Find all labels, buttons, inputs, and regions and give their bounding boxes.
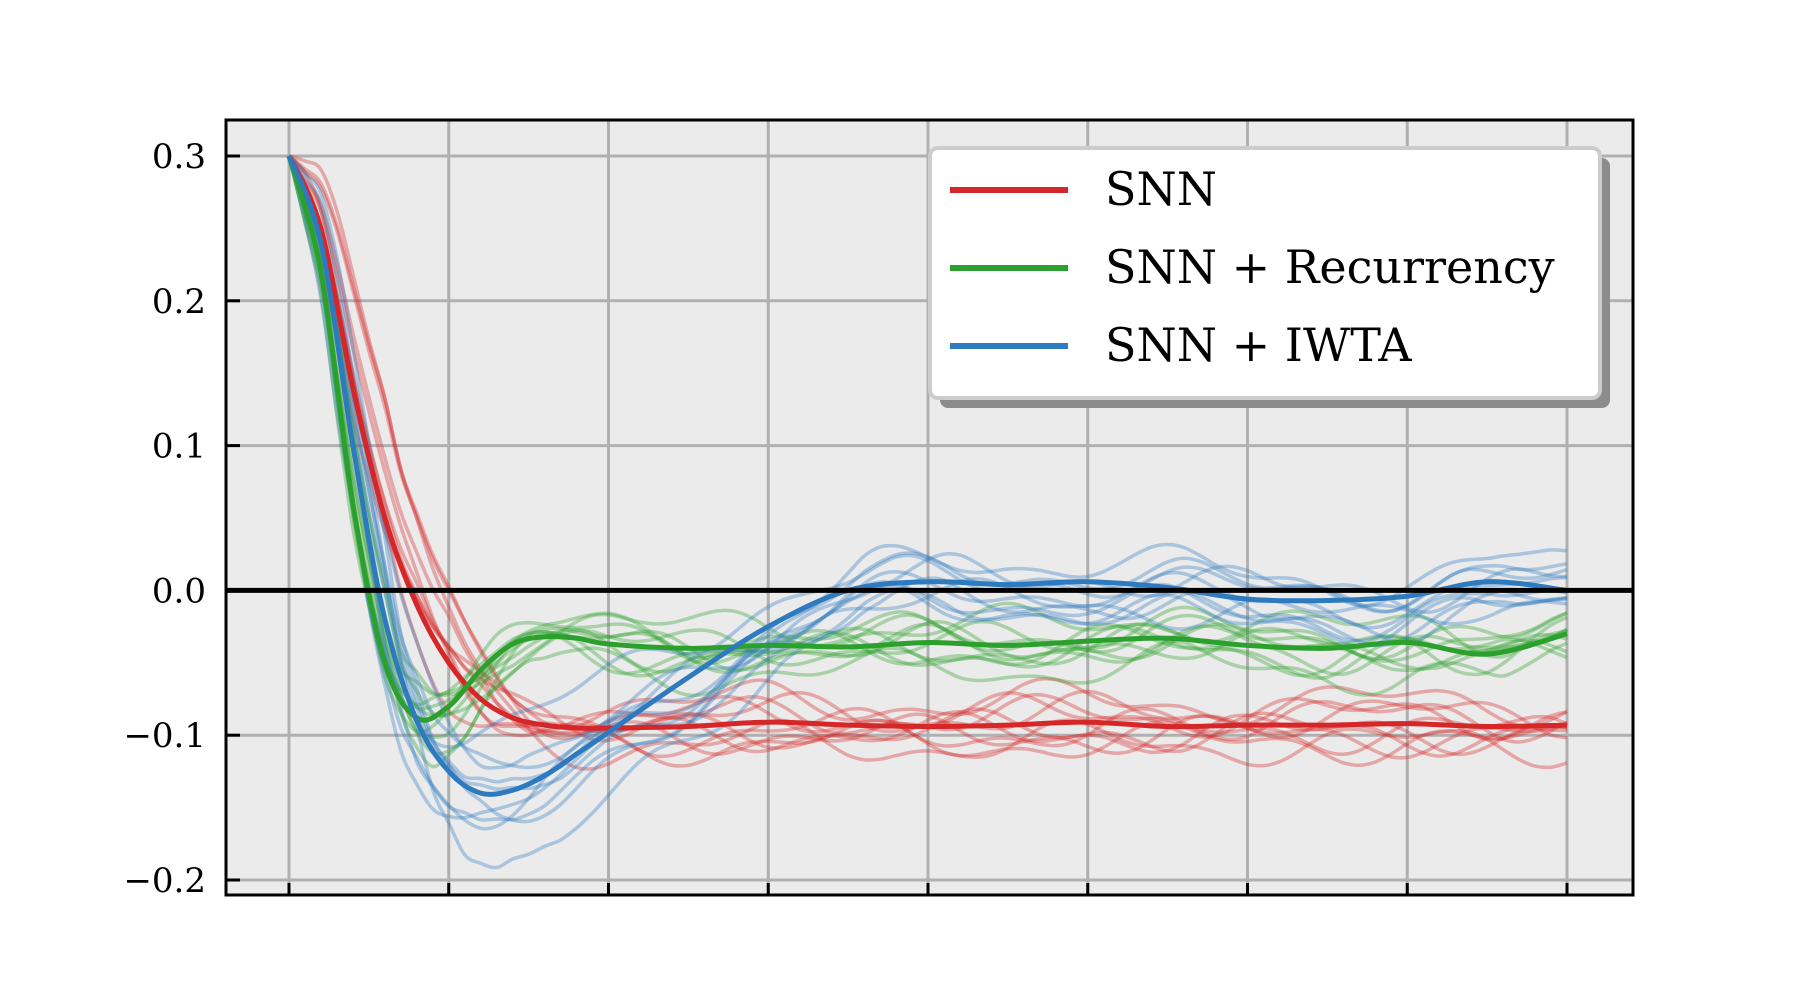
y-tick-label: −0.1 bbox=[123, 716, 206, 756]
legend-label: SNN + Recurrency bbox=[1105, 240, 1555, 294]
legend: SNN SNN + Recurrency SNN + IWTA bbox=[928, 146, 1610, 408]
run-line-2 bbox=[287, 155, 1568, 831]
run-line-0 bbox=[287, 154, 1568, 760]
run-line-1 bbox=[287, 155, 1568, 707]
run-line-1 bbox=[287, 155, 1568, 734]
y-tick-label: 0.3 bbox=[152, 137, 206, 177]
run-line-1 bbox=[287, 155, 1568, 697]
run-line-2 bbox=[287, 155, 1568, 784]
run-line-0 bbox=[287, 154, 1568, 771]
series-line-1 bbox=[286, 155, 1568, 723]
y-tick-label: 0.1 bbox=[152, 427, 206, 467]
legend-label: SNN bbox=[1105, 162, 1217, 216]
mean-lines bbox=[286, 154, 1568, 797]
y-tick-label: 0.2 bbox=[152, 282, 206, 322]
y-tick-label: −0.2 bbox=[123, 861, 206, 901]
y-tick-label: 0.0 bbox=[152, 571, 206, 611]
run-line-0 bbox=[287, 155, 1568, 768]
run-line-1 bbox=[287, 155, 1568, 739]
run-line-0 bbox=[287, 155, 1568, 730]
series-line-2 bbox=[286, 155, 1568, 797]
run-line-2 bbox=[287, 154, 1568, 824]
run-line-1 bbox=[287, 155, 1568, 769]
legend-box bbox=[928, 146, 1602, 400]
axis-ticks: 0.3 0.2 0.1 0.0 −0.1 −0.2 bbox=[123, 137, 1569, 901]
run-line-2 bbox=[287, 155, 1568, 770]
run-line-1 bbox=[287, 155, 1568, 697]
run-line-0 bbox=[288, 154, 1568, 759]
run-line-1 bbox=[287, 155, 1568, 711]
legend-label: SNN + IWTA bbox=[1105, 318, 1412, 372]
run-line-1 bbox=[287, 155, 1568, 718]
series-line-0 bbox=[286, 154, 1568, 731]
